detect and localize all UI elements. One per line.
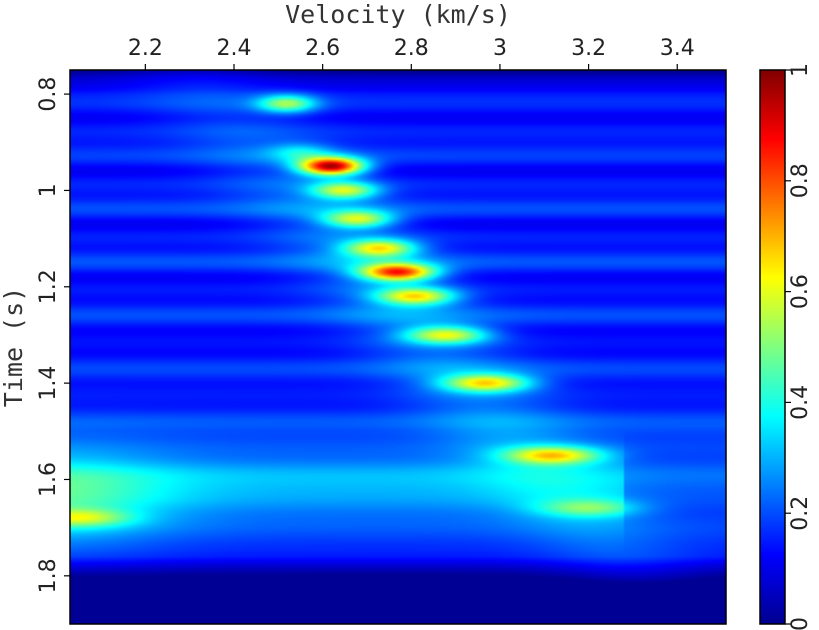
x-tick-label: 2.4 (217, 36, 252, 61)
colorbar (759, 69, 786, 625)
x-tick-label: 3.2 (571, 36, 606, 61)
y-tick-label: 1.6 (36, 462, 61, 497)
heatmap-image (70, 70, 726, 624)
y-axis-title: Time (s) (0, 287, 28, 407)
y-axis: 0.8 1 1.2 1.4 1.6 1.8 (36, 77, 70, 593)
colorbar-tick-label: 0.2 (788, 496, 813, 531)
plot-frame (69, 69, 727, 625)
x-tick-label: 2.2 (128, 36, 163, 61)
colorbar-tick-label: 0.8 (788, 163, 813, 198)
y-tick-label: 1.8 (36, 558, 61, 593)
x-tick-label: 3.4 (660, 36, 695, 61)
colorbar-tick-label: 0 (788, 617, 813, 630)
colorbar-axis: 0 0.2 0.4 0.6 0.8 1 (785, 63, 813, 630)
x-axis: 2.2 2.4 2.6 2.8 3 3.2 3.4 (128, 36, 695, 70)
y-tick-label: 1 (36, 183, 61, 197)
y-tick-label: 0.8 (36, 77, 61, 112)
x-axis-title: Velocity (km/s) (285, 0, 511, 29)
x-tick-label: 3 (493, 36, 507, 61)
y-tick-label: 1.4 (36, 366, 61, 401)
colorbar-tick-label: 1 (788, 63, 813, 77)
x-tick-label: 2.8 (394, 36, 429, 61)
colorbar-tick-label: 0.6 (788, 274, 813, 309)
semblance-heatmap (70, 70, 726, 624)
colorbar-tick-label: 0.4 (788, 385, 813, 420)
x-tick-label: 2.6 (305, 36, 340, 61)
y-tick-label: 1.2 (36, 269, 61, 304)
